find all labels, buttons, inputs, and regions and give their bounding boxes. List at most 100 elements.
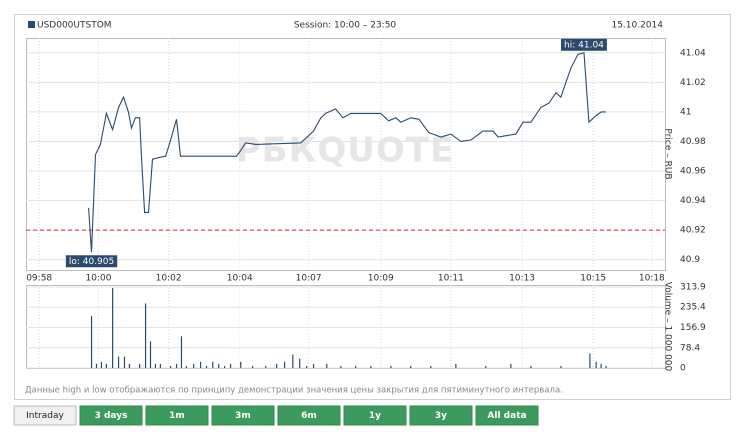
tab[interactable]: All data	[475, 405, 539, 426]
tab-label[interactable]: Intraday	[26, 411, 64, 421]
volume-bar	[306, 365, 308, 368]
frame	[14, 14, 731, 400]
volume-bar	[218, 363, 220, 368]
x-tick-label: 10:09	[368, 274, 394, 284]
volume-bar	[169, 365, 172, 368]
tab-label[interactable]: 3y	[435, 411, 447, 421]
y-tick-label: 40.98	[680, 137, 706, 147]
volume-bar	[154, 363, 157, 368]
y-axis-title: Price – RUB	[663, 128, 673, 179]
tab-label[interactable]: 6m	[301, 411, 317, 421]
volume-bar	[340, 365, 342, 368]
volume-bar	[90, 315, 93, 368]
volume-bar	[410, 365, 412, 368]
x-tick-label: 10:04	[227, 274, 253, 284]
tab[interactable]: Intraday	[13, 405, 77, 426]
y-axis-title: Volume – 1 000 000	[663, 282, 673, 372]
volume-bar	[299, 358, 301, 368]
volume-bar	[600, 363, 602, 368]
volume-bar	[510, 363, 512, 368]
y-tick-label: 40.92	[680, 226, 706, 236]
volume-bar	[185, 365, 188, 368]
volume-bar	[355, 365, 357, 368]
y-tick-label: 40.96	[680, 166, 706, 176]
volume-bar	[485, 365, 487, 368]
volume-bar	[175, 363, 178, 368]
tab[interactable]: 1m	[145, 405, 209, 426]
volume-bar	[199, 361, 202, 368]
tab-label[interactable]: All data	[487, 411, 526, 421]
volume-bar	[560, 365, 562, 368]
volume-bar	[105, 363, 107, 368]
volume-bar	[112, 287, 114, 368]
volume-bar	[205, 365, 208, 368]
y-tick-label: 41.04	[680, 48, 706, 58]
volume-bar	[193, 363, 195, 368]
note: Данные high и low отображаются по принци…	[25, 386, 563, 396]
volume-bar	[530, 365, 532, 368]
x-tick-label: 10:13	[509, 274, 535, 284]
volume-bar	[224, 365, 226, 368]
volume-bar	[149, 341, 152, 368]
y-tick-label: 313.9	[680, 282, 706, 292]
high-label-text: hi: 41.04	[564, 40, 604, 50]
tab[interactable]: 6m	[277, 405, 341, 426]
volume-bar	[589, 353, 591, 368]
y-tick-label: 41	[680, 107, 691, 117]
session: Session: 10:00 – 23:50	[294, 21, 397, 31]
x-tick-label: 10:00	[85, 274, 111, 284]
y-tick-label: 156.9	[680, 323, 706, 333]
volume-bar	[455, 363, 457, 368]
volume-bar	[292, 354, 294, 368]
tab-label[interactable]: 1y	[369, 411, 381, 421]
tab-bg[interactable]	[475, 405, 539, 426]
volume-bar	[229, 363, 232, 368]
volume-bar	[312, 363, 315, 368]
volume-bar	[283, 361, 286, 368]
volume-bar	[139, 363, 141, 368]
watermark: РБКQUOTE	[236, 131, 454, 171]
y-tick-label: 40.9	[680, 255, 700, 265]
tab-label[interactable]: 3m	[235, 411, 251, 421]
tab-bg[interactable]	[13, 405, 77, 426]
chart-title: USD000UTSTOM	[37, 21, 112, 31]
tab-bg[interactable]	[145, 405, 209, 426]
high-label-box	[561, 38, 607, 51]
tab-bg[interactable]	[343, 405, 407, 426]
volume-bar	[430, 365, 432, 368]
price-line	[88, 52, 606, 253]
tab[interactable]: 3m	[211, 405, 275, 426]
date: 15.10.2014	[611, 21, 663, 31]
volume-bar	[212, 361, 214, 368]
volume-bar	[180, 336, 183, 368]
volume-bar	[370, 365, 372, 368]
volume-bar	[252, 365, 254, 368]
tab-bg[interactable]	[277, 405, 341, 426]
x-tick-label: 10:11	[438, 274, 464, 284]
y-tick-label: 78.4	[680, 343, 700, 353]
tab-bg[interactable]	[409, 405, 473, 426]
tab-label[interactable]: 1m	[169, 411, 185, 421]
y-tick-label: 40.94	[680, 196, 706, 206]
y-tick-label: 41.02	[680, 78, 706, 88]
high-label: hi: 41.04	[561, 38, 607, 51]
tab[interactable]: 3 days	[79, 405, 143, 426]
low-label: lo: 40.905	[65, 255, 118, 268]
volume-bar	[265, 365, 267, 368]
volume-bar	[128, 363, 131, 368]
x-tick-label: 09:58	[26, 274, 52, 284]
plot-area	[26, 38, 666, 271]
x-tick-label: 10:15	[580, 274, 606, 284]
y-tick-label: 0	[680, 364, 686, 374]
volume-bar	[123, 356, 126, 368]
tab-bg[interactable]	[79, 405, 143, 426]
volume-bar	[159, 363, 161, 368]
tab[interactable]: 1y	[343, 405, 407, 426]
tab-bg[interactable]	[211, 405, 275, 426]
tab-label[interactable]: 3 days	[95, 411, 128, 421]
tab[interactable]: 3y	[409, 405, 473, 426]
volume-bar	[595, 361, 597, 368]
low-label-box	[65, 255, 118, 268]
